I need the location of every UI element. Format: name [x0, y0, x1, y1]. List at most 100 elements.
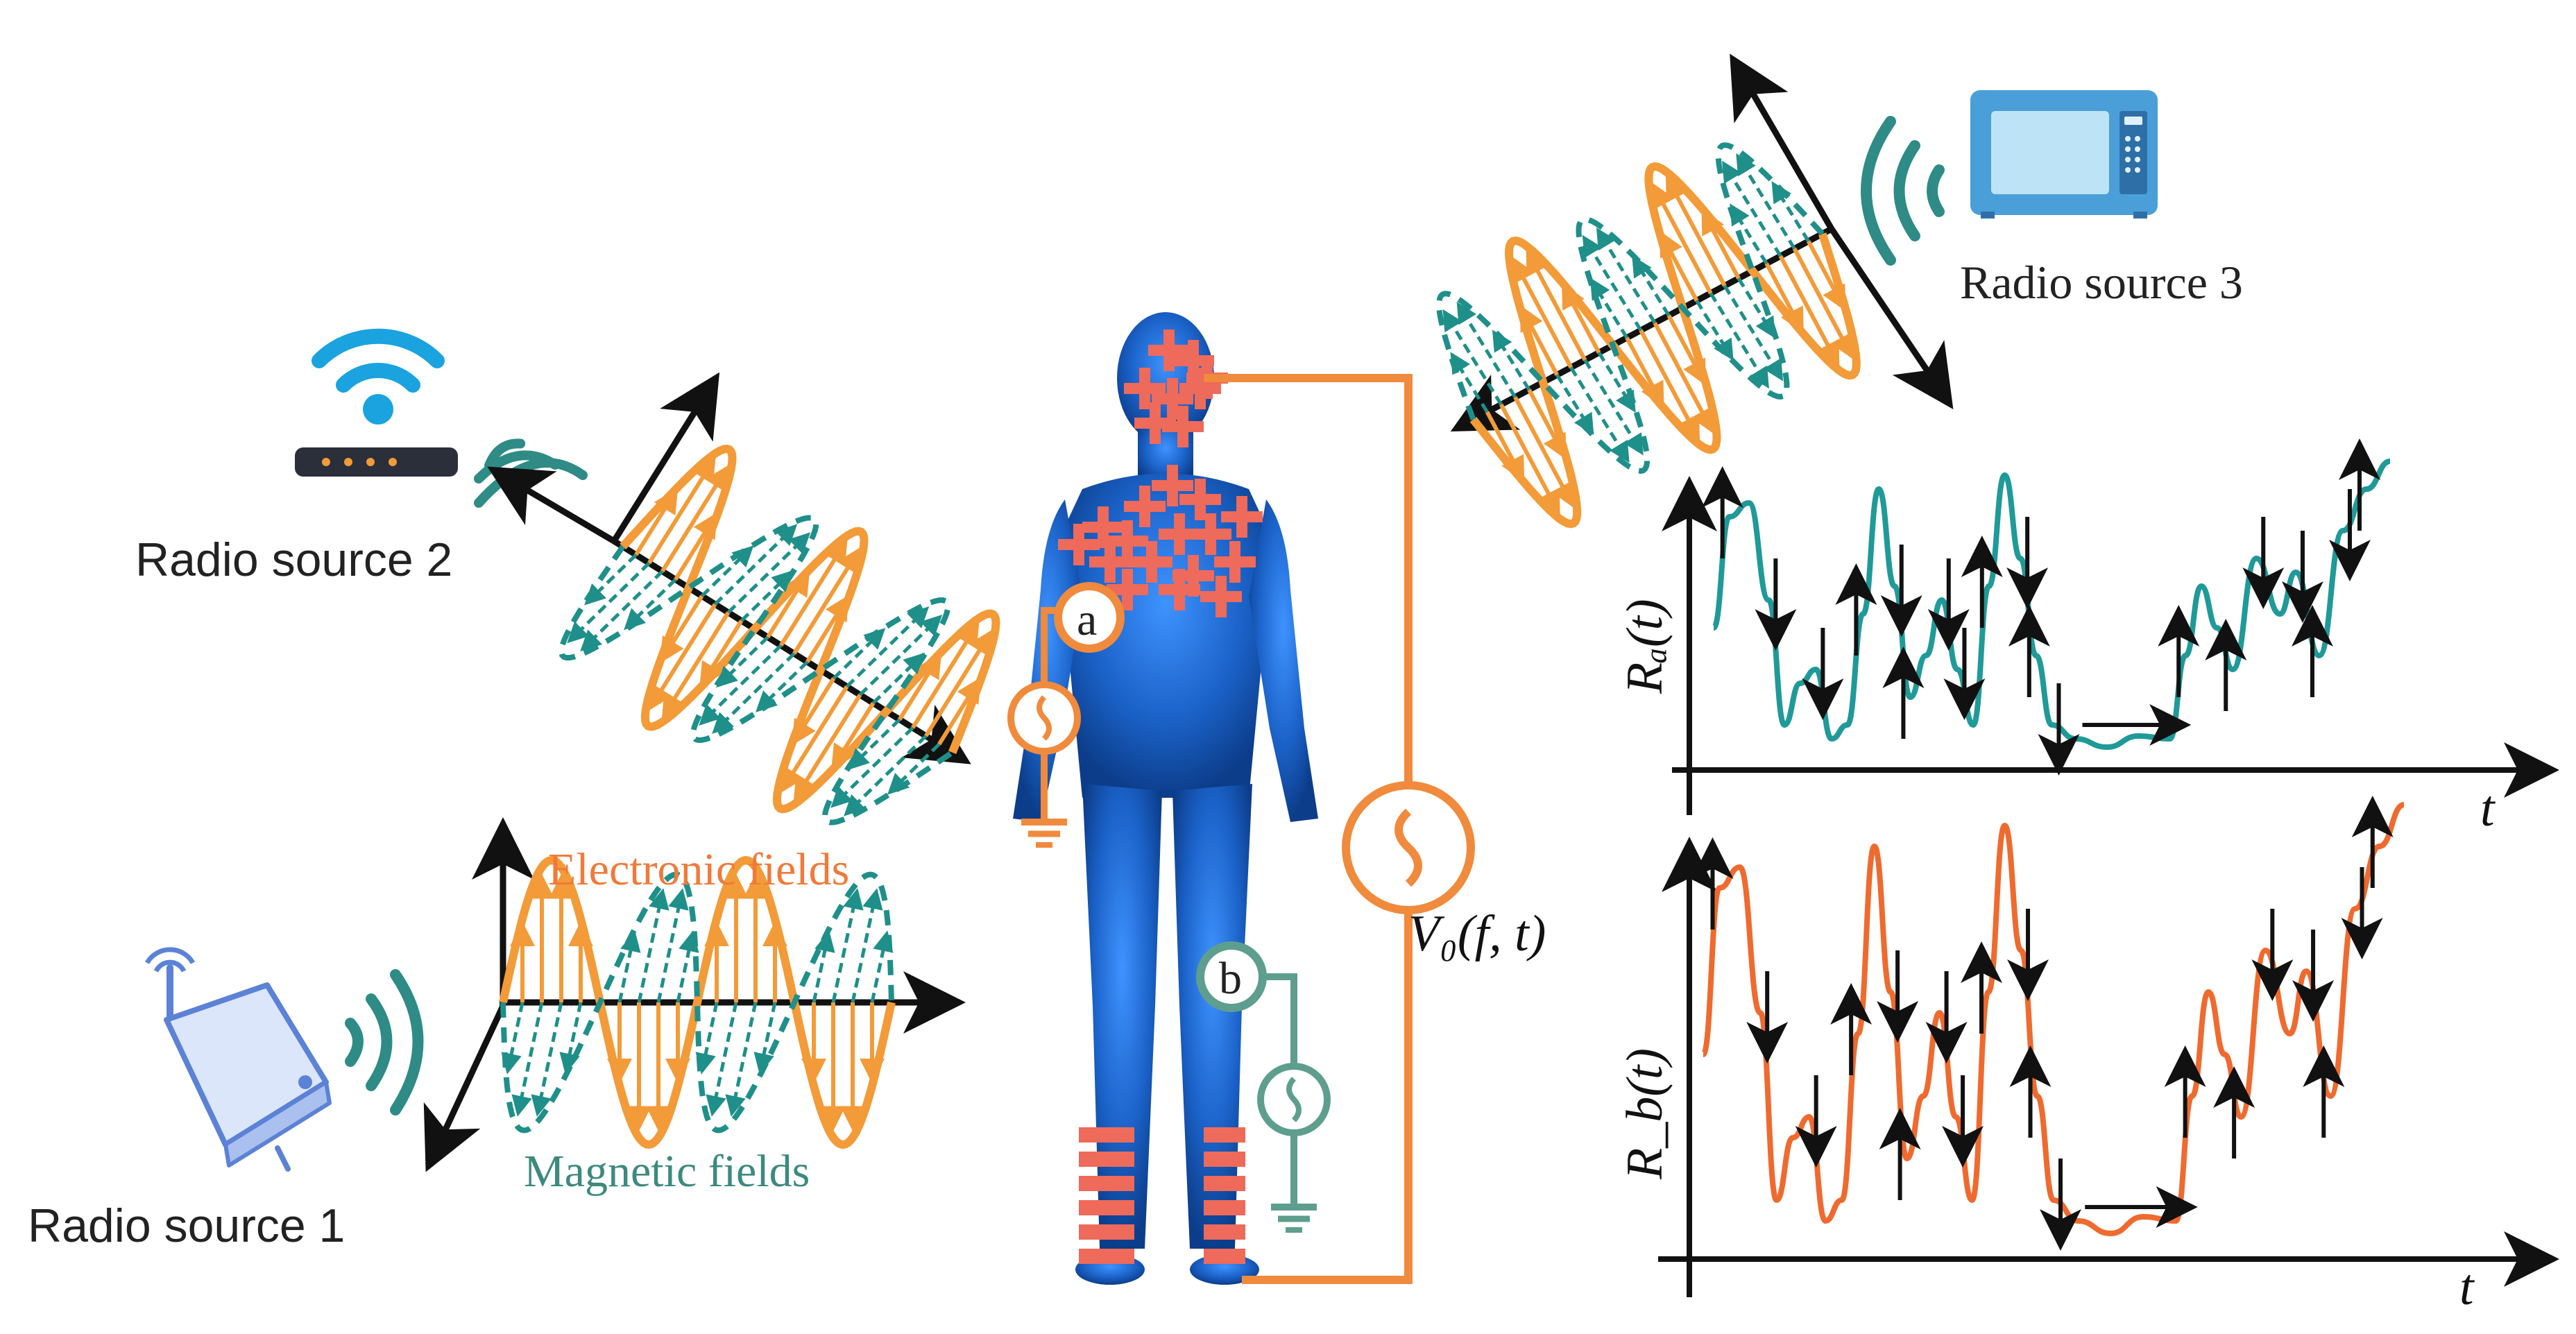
magnetic-field-arrow	[1730, 203, 1768, 265]
leg-electrodes	[1079, 1127, 1245, 1264]
electric-field-arrow	[1527, 388, 1567, 460]
electric-field-arrow	[1659, 230, 1699, 302]
magnetic-field-arrow	[830, 726, 914, 808]
magnetic-field-arrow	[1632, 255, 1671, 317]
electronic-fields-label: Electronic fields	[548, 844, 849, 895]
wave-3-electric-field-arrows	[1485, 175, 1854, 516]
radio-source-2-label: Radio source 2	[135, 533, 452, 586]
electric-field-arrow	[911, 621, 980, 729]
magnetic-field-arrow	[1442, 309, 1503, 406]
electric-field-arrow	[793, 694, 862, 802]
magnetic-field-arrow	[567, 561, 651, 644]
electric-field-arrow	[1513, 396, 1574, 508]
plot-ra-xlabel: t	[2480, 780, 2496, 837]
electric-field-arrow	[1625, 336, 1664, 408]
plot-rb-xlabel: t	[2459, 1259, 2475, 1316]
voltage-source-symbol	[1342, 781, 1475, 914]
magnetic-field-arrow	[1722, 160, 1782, 257]
magnetic-field-arrow	[695, 1002, 719, 1075]
plus-charge-icon	[1124, 486, 1166, 527]
em-wave-2	[487, 372, 1000, 826]
radio-source-1-label: Radio source 1	[28, 1199, 345, 1252]
magnetic-field-arrow	[845, 606, 930, 688]
electric-field-arrow	[660, 595, 704, 663]
magnetic-fields-label: Magnetic fields	[524, 1146, 810, 1197]
electric-field-arrow	[1666, 314, 1706, 386]
electric-field-arrow	[634, 488, 679, 556]
magnetic-field-arrow	[1589, 277, 1629, 339]
magnetic-field-arrow	[1456, 302, 1517, 398]
magnetic-field-arrow	[559, 1002, 583, 1075]
wave-3-electric-axis	[1829, 227, 1954, 409]
magnetic-field-arrow	[1597, 351, 1636, 413]
magnetic-field-arrow	[1771, 181, 1810, 243]
magnetic-field-arrow	[831, 888, 864, 1003]
magnetic-field-arrow	[1450, 352, 1489, 413]
electric-field-arrow	[898, 652, 942, 721]
magnetic-field-arrow	[1555, 374, 1594, 436]
plot-ra-trace	[1711, 459, 2391, 751]
plus-charge-icon	[1221, 496, 1263, 538]
wave-1-magnetic-field-arrows	[501, 888, 894, 1117]
magnetic-field-arrow	[848, 718, 901, 771]
magnetic-field-arrow	[871, 652, 926, 705]
electric-field-arrow	[661, 611, 731, 719]
magnetic-field-arrow	[725, 1002, 758, 1117]
magnetic-field-arrow	[713, 524, 798, 606]
magnetic-field-arrow	[844, 735, 928, 816]
signal-waves-icon	[1861, 116, 1945, 266]
wave-2-electric-field-arrows	[634, 456, 993, 802]
magnetic-field-arrow	[870, 930, 894, 1003]
wave-1-magnetic-axis	[423, 1004, 506, 1172]
magnetic-field-arrow	[699, 644, 783, 726]
electric-field-arrow	[1639, 329, 1700, 442]
magnetic-field-arrow	[1737, 277, 1776, 339]
positive-charges	[1058, 330, 1263, 617]
plus-charge-icon	[1200, 576, 1242, 617]
plus-charge-icon	[1152, 378, 1193, 420]
electric-field-arrow	[647, 456, 716, 565]
plus-charge-icon	[1179, 479, 1221, 520]
magnetic-field-arrow	[726, 532, 811, 614]
electric-field-arrow	[1701, 208, 1741, 280]
electric-field-arrow	[779, 538, 848, 647]
magnetic-field-arrow	[851, 888, 883, 1003]
wifi-router-icon	[295, 328, 458, 477]
plus-charge-icon	[1082, 506, 1124, 548]
magnetic-field-arrow	[511, 1002, 544, 1117]
magnetic-field-arrow	[656, 888, 689, 1003]
magnetic-field-arrow	[501, 1002, 524, 1075]
electric-field-arrow	[780, 685, 849, 794]
magnetic-field-arrow	[584, 554, 638, 606]
magnetic-field-arrow	[1492, 330, 1531, 391]
electric-field-arrow	[1764, 262, 1804, 334]
plus-charge-icon	[1089, 541, 1131, 583]
electric-field-arrow	[937, 677, 982, 746]
magnetic-field-arrow	[740, 570, 794, 622]
magnetic-field-arrow	[1596, 227, 1657, 324]
magnetic-field-arrow	[1583, 359, 1644, 456]
plus-charge-icon	[1148, 330, 1190, 371]
wave-3-magnetic-field-arrows	[1442, 153, 1810, 463]
magnetic-field-arrow	[624, 578, 677, 631]
plus-charge-icon	[1214, 541, 1256, 583]
electric-field-arrow	[648, 603, 717, 711]
electric-field-arrow	[805, 595, 850, 663]
radio-source-2-group: Radio source 2	[135, 328, 588, 586]
magnetic-field-arrow	[1695, 300, 1734, 361]
wave-1-electric-field-arrows	[510, 873, 885, 1131]
excitation-circuit	[1204, 374, 1413, 1284]
plot-rb-event-arrows	[1691, 796, 2394, 1251]
plot-ra-ylabel: Rₐ(t)	[1617, 599, 1673, 694]
electric-field-arrow	[792, 677, 836, 746]
magnetic-field-arrow	[832, 628, 886, 680]
electric-field-arrow	[766, 570, 810, 639]
magnetic-field-arrow	[887, 743, 941, 795]
radio-source-1-group: Radio source 1	[28, 947, 424, 1252]
magnetic-field-arrow	[1582, 234, 1643, 332]
plot-rb-ylabel: R_b(t)	[1617, 1048, 1673, 1180]
magnetic-field-arrow	[756, 660, 809, 712]
electric-field-arrow	[674, 512, 718, 581]
magnetic-field-arrow	[1736, 153, 1796, 250]
